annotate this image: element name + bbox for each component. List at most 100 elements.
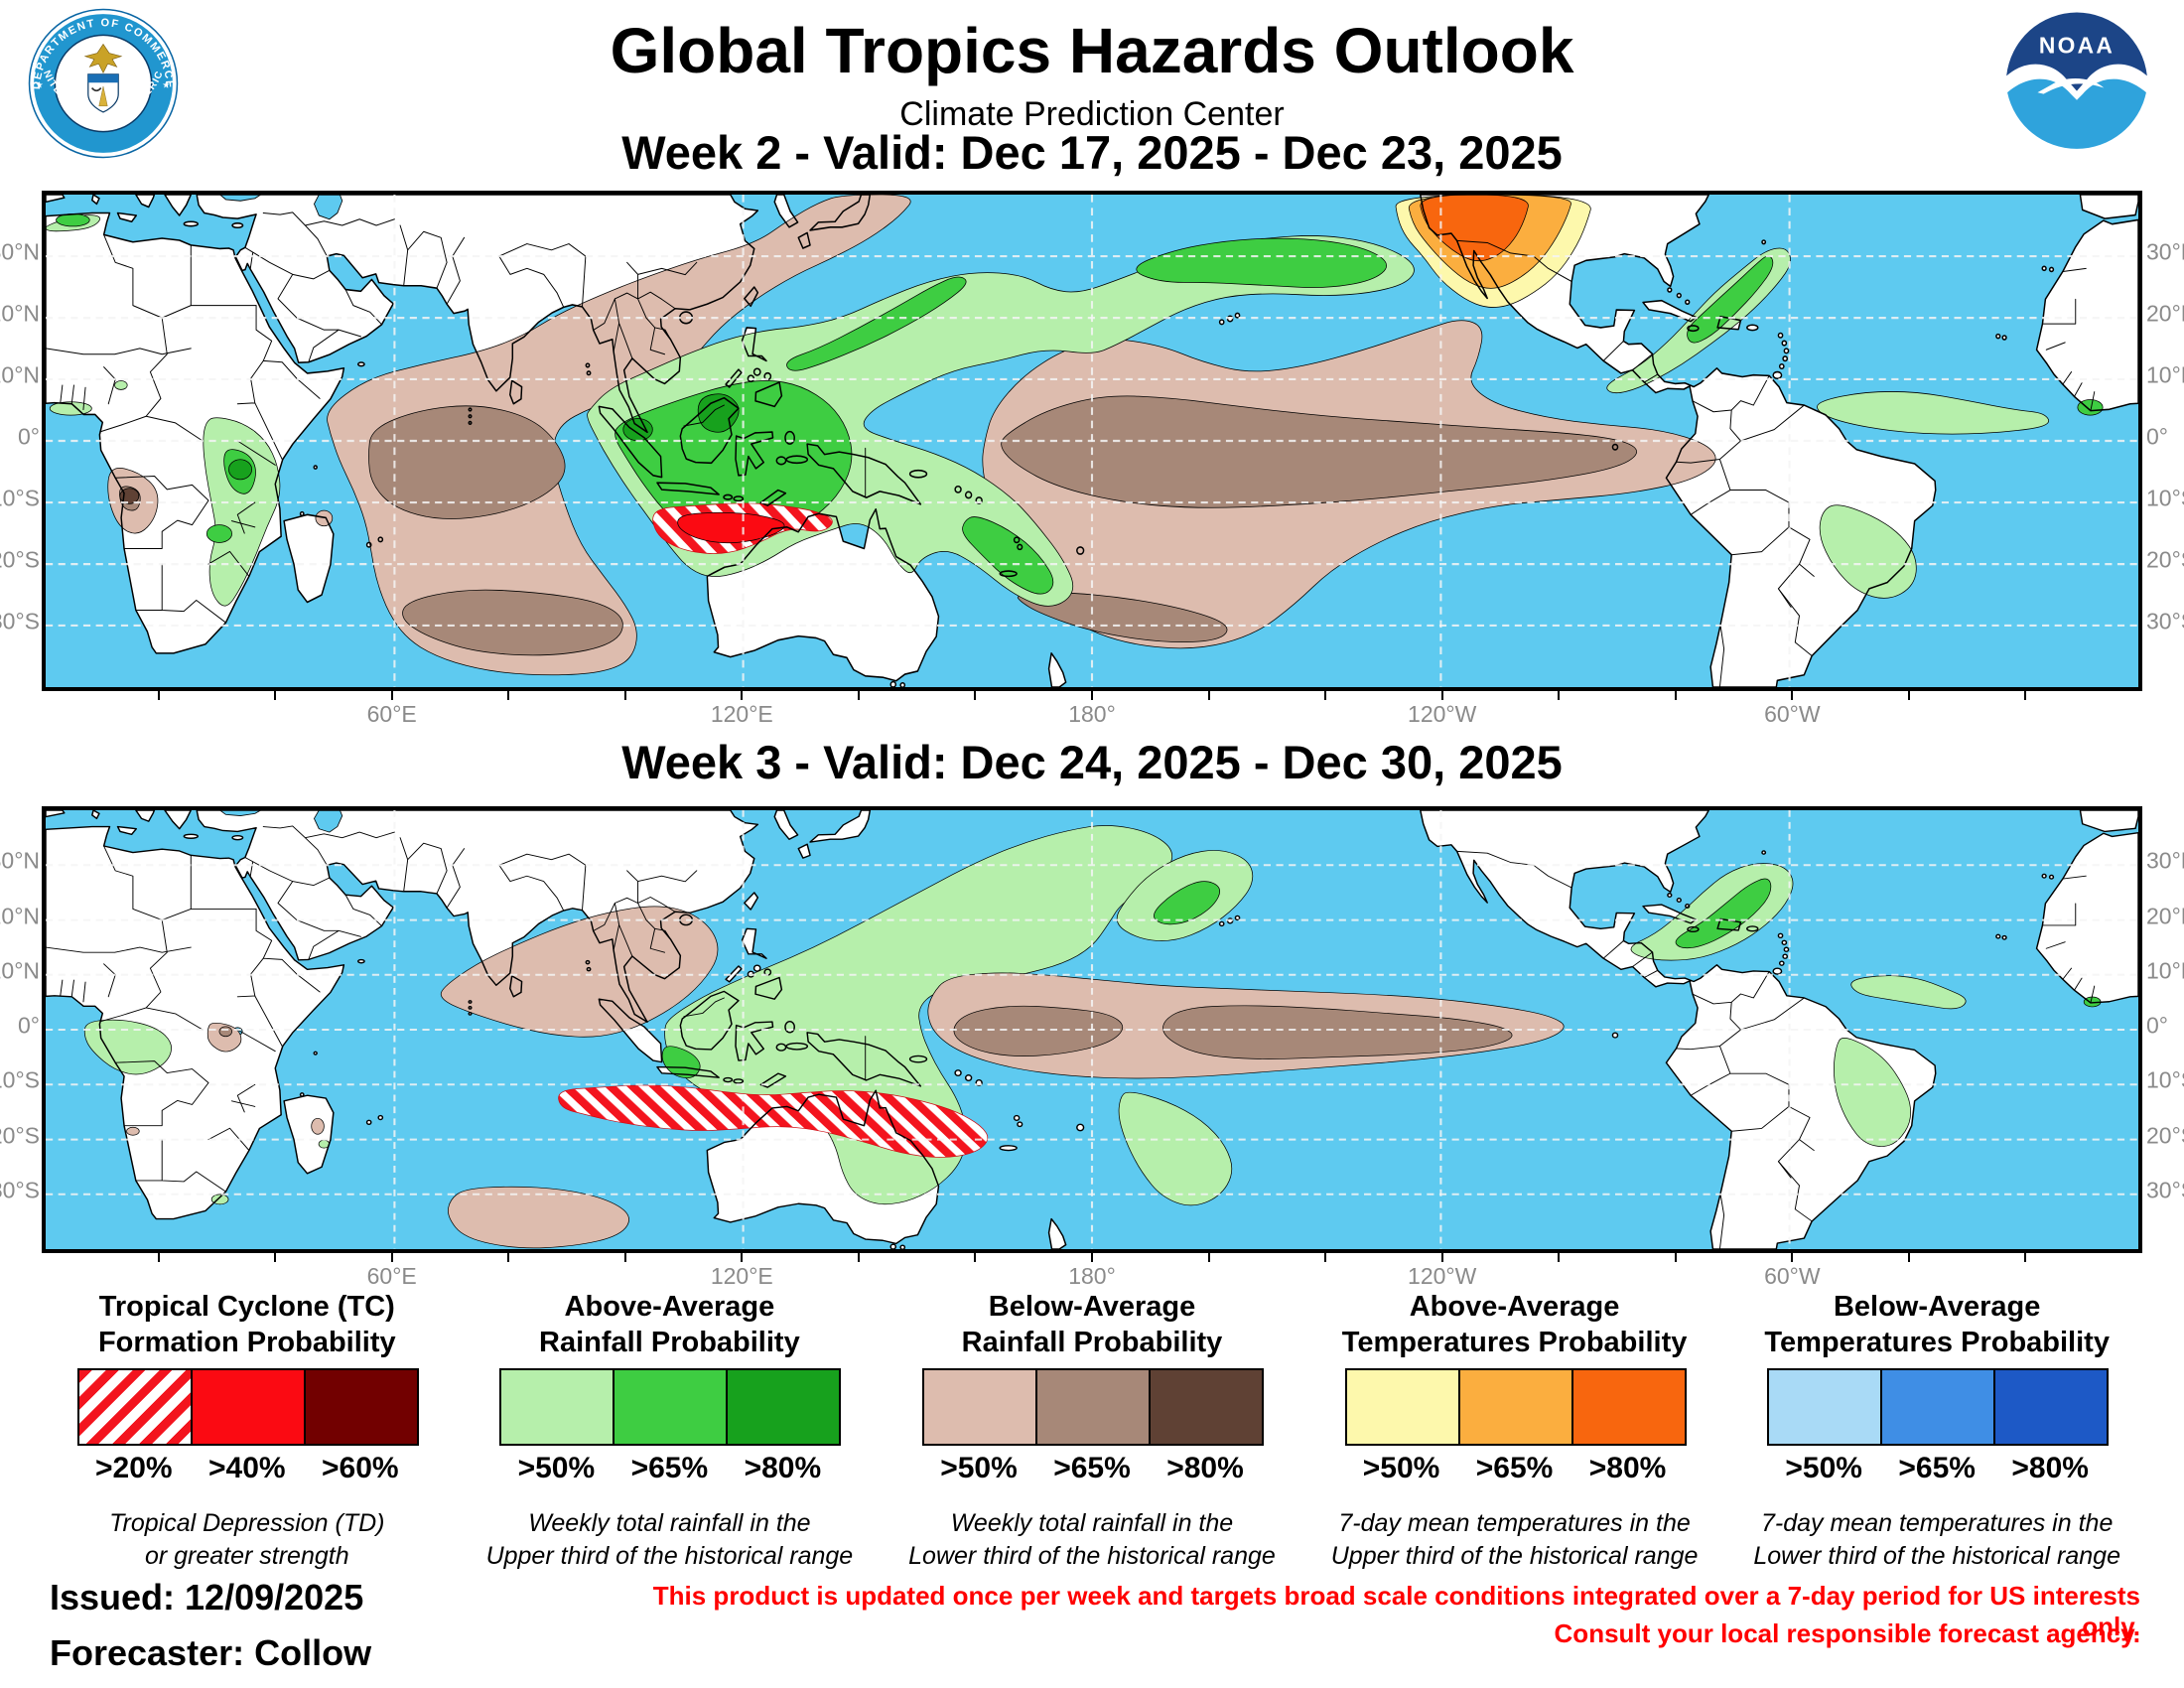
lon-label-60e: 60°E [366, 1263, 417, 1289]
lat-label-0: 0° [2146, 1012, 2168, 1039]
legend-swatch-temp_above-1 [1344, 1368, 1460, 1446]
rain_below-level1-region [440, 906, 719, 1038]
rain_below-level3-region [119, 488, 140, 504]
seal-eagle-icon [83, 43, 123, 74]
rain_below-level2-region [953, 1005, 1124, 1056]
legend-description: Tropical Depression (TD) or greater stren… [109, 1509, 385, 1570]
lat-label-30n: 30°N [2146, 238, 2184, 265]
rain_above-level3-region [697, 393, 740, 433]
legend-swatch-temp_below-1 [1767, 1368, 1883, 1446]
lon-label-60e: 60°E [366, 701, 417, 727]
week3-lat-labels-left: 30°N 20°N 10°N 0° 10°S 20°S 30°S [0, 806, 40, 1245]
legend-swatch-rain_below-3 [1148, 1368, 1264, 1446]
legend-temp_below: Below-Average Temperatures Probability >50… [1725, 1289, 2148, 1573]
lon-tick [1791, 1253, 1794, 1262]
lon-tick [1791, 691, 1794, 700]
week3-lon-labels: 60°E 120°E 180° 120°W 60°W [42, 1253, 2142, 1291]
noaa-light-crescent [2007, 78, 2146, 149]
lon-tick [1091, 1253, 1093, 1262]
legend-swatch-rain_above-1 [499, 1368, 615, 1446]
rain_above-level1-region [1850, 975, 1967, 1010]
lon-label-120w: 120°W [1408, 1263, 1477, 1289]
page-subtitle: Climate Prediction Center [899, 95, 1285, 133]
rain_below-level2-region [402, 589, 623, 656]
lat-label-10n: 10°N [2146, 957, 2184, 984]
lon-tick [274, 1253, 277, 1262]
disclaimer-line-2: Consult your local responsible forecast … [1554, 1618, 2140, 1648]
lat-label-0: 0° [18, 1012, 40, 1039]
week3-lat-labels-right: 30°N 20°N 10°N 0° 10°S 20°S 30°S [2146, 806, 2184, 1245]
week2-lon-labels: 60°E 120°E 180° 120°W 60°W [42, 691, 2142, 729]
legend-threshold-label: >80% [1166, 1452, 1244, 1484]
week2-gridlines [46, 195, 2138, 687]
legend-swatch-temp_above-3 [1570, 1368, 1687, 1446]
legend-temp_above: Above-Average Temperatures Probability >50… [1303, 1289, 1726, 1573]
lat-label-20n: 20°N [2146, 300, 2184, 327]
legend-swatch-rain_below-2 [1034, 1368, 1151, 1446]
rain_below-level2-region [1162, 1005, 1513, 1059]
rain_above-level2-region [1675, 878, 1772, 949]
legend-swatch-temp_below-3 [1993, 1368, 2110, 1446]
lat-label-10n: 10°N [2146, 361, 2184, 388]
legend-threshold-label: >65% [1898, 1452, 1976, 1484]
lon-tick [1207, 1253, 1210, 1262]
legend-rain_above: Above-Average Rainfall Probability >50% >65… [459, 1289, 882, 1573]
lat-label-0: 0° [2146, 423, 2168, 450]
legend-tc: Tropical Cyclone (TC) Formation Probabili… [36, 1289, 459, 1573]
rain_below-level1-region [311, 1117, 325, 1135]
lon-tick [1558, 691, 1561, 700]
lon-tick [1907, 1253, 1910, 1262]
lon-tick [157, 691, 160, 700]
legend-swatch-rain_above-2 [613, 1368, 729, 1446]
seal-star-right: ★ [162, 80, 170, 90]
noaa-logo: NOAA [2005, 12, 2148, 155]
week2-map-canvas [46, 195, 2138, 687]
rain_above-level2-region [786, 276, 967, 371]
lon-tick [857, 1253, 860, 1262]
lon-tick [1907, 691, 1910, 700]
lon-tick [1207, 691, 1210, 700]
page-title: Global Tropics Hazards Outlook [610, 15, 1574, 86]
seal-shield-icon [87, 73, 119, 113]
legend-threshold-label: >80% [744, 1452, 822, 1484]
week2-lat-labels-left: 30°N 20°N 10°N 0° 10°S 20°S 30°S [0, 191, 40, 683]
lon-label-120e: 120°E [710, 701, 773, 727]
lat-label-10n: 10°N [0, 957, 40, 984]
lat-label-20s: 20°S [2146, 546, 2184, 573]
legend-threshold-label: >65% [1475, 1452, 1554, 1484]
rain_below-level1-region [447, 1186, 629, 1249]
lon-label-180: 180° [1068, 1263, 1116, 1289]
rain_below-level1-region [206, 1022, 242, 1053]
lon-tick [507, 1253, 510, 1262]
legend-description: 7-day mean temperatures in the Lower thir… [1753, 1509, 2120, 1570]
rain_above-level1-region [1834, 1038, 1911, 1147]
issued-date: Issued: 12/09/2025 [50, 1577, 364, 1618]
lat-label-20n: 20°N [2146, 903, 2184, 928]
lon-tick [974, 1253, 977, 1262]
legend-threshold-label: >65% [1053, 1452, 1131, 1484]
lon-label-60w: 60°W [1764, 1263, 1821, 1289]
legend-threshold-label: >40% [208, 1452, 286, 1484]
lat-label-30n: 30°N [2146, 847, 2184, 874]
week3-hazard-overlays [83, 825, 2102, 1249]
lon-label-120e: 120°E [710, 1263, 773, 1289]
lat-label-10s: 10°S [2146, 485, 2184, 511]
legend-title: Above-Average Temperatures Probability [1341, 1291, 1688, 1358]
lon-label-120w: 120°W [1408, 701, 1477, 727]
lat-label-30s: 30°S [0, 1177, 40, 1203]
legend-row: Tropical Cyclone (TC) Formation Probabili… [36, 1289, 2148, 1573]
lon-tick [857, 691, 860, 700]
lat-label-20s: 20°S [2146, 1122, 2184, 1148]
lon-tick [741, 1253, 744, 1262]
legend-threshold-label: >50% [1362, 1452, 1440, 1484]
lon-tick [1324, 1253, 1327, 1262]
lat-label-10s: 10°S [0, 485, 40, 511]
lat-label-30s: 30°S [2146, 1177, 2184, 1203]
rain_above-level3-region [228, 459, 253, 481]
legend-rain_below: Below-Average Rainfall Probability >50% >65… [881, 1289, 1303, 1573]
seal-star-left: ★ [36, 80, 44, 90]
legend-title: Above-Average Rainfall Probability [539, 1291, 800, 1358]
legend-threshold-label: >80% [2011, 1452, 2089, 1484]
rain_below-level2-region [218, 1026, 232, 1038]
legend-swatch-tc-3 [303, 1368, 419, 1446]
